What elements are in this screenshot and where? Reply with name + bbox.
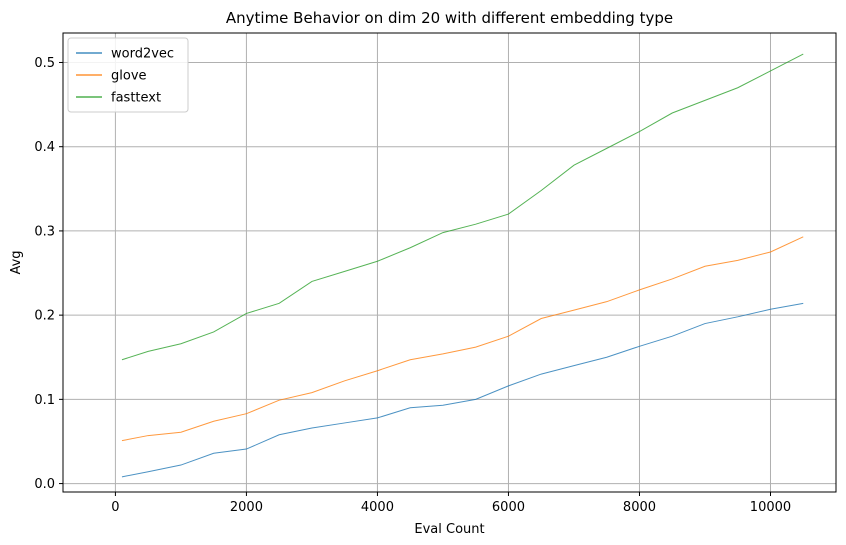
x-tick-label: 6000 [492, 500, 525, 515]
series-lines [121, 53, 804, 478]
legend: word2vec glove fasttext [67, 37, 189, 113]
series-line-word2vec [121, 302, 804, 478]
y-tick-label: 0.2 [34, 309, 55, 324]
series-line-glove [121, 236, 804, 442]
y-axis-title: Avg [9, 250, 24, 274]
axis-ticks: 0 2000 4000 6000 8000 10000 0.0 0.1 0.2 0.3 0.4 0.5 [34, 56, 791, 515]
x-axis-title: Eval Count [414, 522, 484, 537]
y-tick-label: 0.4 [34, 140, 55, 155]
x-tick-label: 10000 [750, 500, 791, 515]
y-tick-label: 0.0 [34, 477, 55, 492]
plot-frame [62, 32, 837, 493]
chart-title: Anytime Behavior on dim 20 with differen… [226, 9, 673, 27]
x-tick-label: 0 [111, 500, 119, 515]
x-tick-label: 2000 [230, 500, 263, 515]
y-tick-label: 0.1 [34, 393, 55, 408]
x-tick-label: 4000 [361, 500, 394, 515]
y-tick-label: 0.5 [34, 56, 55, 71]
series-line-fasttext [121, 53, 804, 361]
legend-box [67, 37, 189, 113]
legend-label-glove: glove [111, 69, 147, 84]
y-tick-label: 0.3 [34, 224, 55, 239]
legend-label-word2vec: word2vec [111, 47, 174, 62]
grid-lines [63, 33, 836, 492]
x-tick-label: 8000 [623, 500, 656, 515]
plot-area [63, 33, 836, 492]
legend-label-fasttext: fasttext [111, 91, 161, 106]
